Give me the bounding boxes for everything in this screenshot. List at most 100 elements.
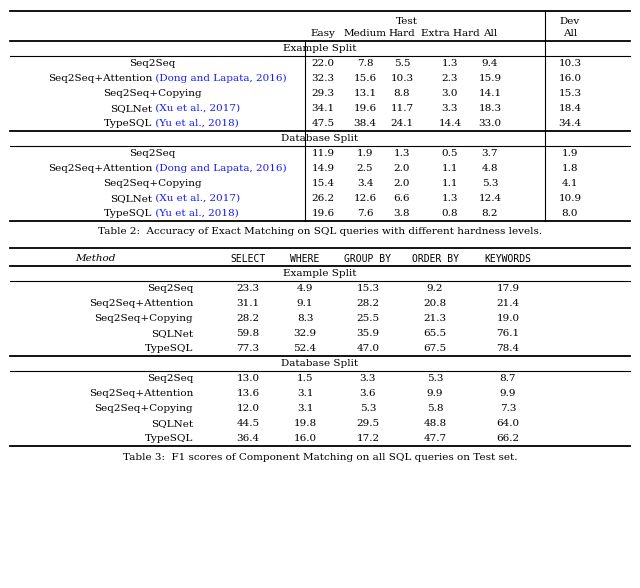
Text: 32.3: 32.3 bbox=[312, 74, 335, 83]
Text: 12.0: 12.0 bbox=[236, 404, 260, 413]
Text: 35.9: 35.9 bbox=[356, 329, 380, 338]
Text: Seq2Seq: Seq2Seq bbox=[129, 59, 176, 68]
Text: WHERE: WHERE bbox=[291, 253, 320, 263]
Text: Dev: Dev bbox=[560, 16, 580, 25]
Text: 15.4: 15.4 bbox=[312, 179, 335, 188]
Text: 1.8: 1.8 bbox=[562, 164, 579, 173]
Text: 3.1: 3.1 bbox=[297, 404, 313, 413]
Text: 3.6: 3.6 bbox=[360, 389, 376, 398]
Text: Example Split: Example Split bbox=[284, 44, 356, 53]
Text: 15.6: 15.6 bbox=[353, 74, 376, 83]
Text: 52.4: 52.4 bbox=[293, 344, 317, 353]
Text: Database Split: Database Split bbox=[282, 359, 358, 368]
Text: 14.1: 14.1 bbox=[479, 89, 502, 98]
Text: Database Split: Database Split bbox=[282, 134, 358, 143]
Text: 77.3: 77.3 bbox=[236, 344, 260, 353]
Text: 65.5: 65.5 bbox=[424, 329, 447, 338]
Text: 0.8: 0.8 bbox=[442, 209, 458, 218]
Text: Seq2Seq+Attention: Seq2Seq+Attention bbox=[48, 74, 152, 83]
Text: 8.0: 8.0 bbox=[562, 209, 579, 218]
Text: 24.1: 24.1 bbox=[390, 119, 413, 128]
Text: 11.7: 11.7 bbox=[390, 104, 413, 113]
Text: Extra Hard: Extra Hard bbox=[420, 28, 479, 38]
Text: 4.1: 4.1 bbox=[562, 179, 579, 188]
Text: 14.4: 14.4 bbox=[438, 119, 461, 128]
Text: 6.6: 6.6 bbox=[394, 194, 410, 203]
Text: 1.3: 1.3 bbox=[442, 194, 458, 203]
Text: 8.7: 8.7 bbox=[500, 374, 516, 383]
Text: 28.2: 28.2 bbox=[236, 314, 260, 323]
Text: (Dong and Lapata, 2016): (Dong and Lapata, 2016) bbox=[152, 164, 287, 173]
Text: 3.4: 3.4 bbox=[356, 179, 373, 188]
Text: 66.2: 66.2 bbox=[497, 434, 520, 443]
Text: 26.2: 26.2 bbox=[312, 194, 335, 203]
Text: 3.3: 3.3 bbox=[360, 374, 376, 383]
Text: TypeSQL: TypeSQL bbox=[104, 209, 152, 218]
Text: KEYWORDS: KEYWORDS bbox=[484, 253, 531, 263]
Text: 12.6: 12.6 bbox=[353, 194, 376, 203]
Text: Seq2Seq: Seq2Seq bbox=[147, 284, 193, 293]
Text: 23.3: 23.3 bbox=[236, 284, 260, 293]
Text: 4.9: 4.9 bbox=[297, 284, 313, 293]
Text: 22.0: 22.0 bbox=[312, 59, 335, 68]
Text: 44.5: 44.5 bbox=[236, 419, 260, 428]
Text: 47.7: 47.7 bbox=[424, 434, 447, 443]
Text: 1.5: 1.5 bbox=[297, 374, 313, 383]
Text: SQLNet: SQLNet bbox=[110, 194, 152, 203]
Text: (Yu et al., 2018): (Yu et al., 2018) bbox=[152, 119, 239, 128]
Text: 25.5: 25.5 bbox=[356, 314, 380, 323]
Text: 3.7: 3.7 bbox=[482, 149, 499, 158]
Text: 21.4: 21.4 bbox=[497, 299, 520, 308]
Text: 18.4: 18.4 bbox=[559, 104, 582, 113]
Text: 1.9: 1.9 bbox=[562, 149, 579, 158]
Text: 9.9: 9.9 bbox=[427, 389, 444, 398]
Text: 59.8: 59.8 bbox=[236, 329, 260, 338]
Text: 34.4: 34.4 bbox=[559, 119, 582, 128]
Text: Seq2Seq+Copying: Seq2Seq+Copying bbox=[103, 179, 202, 188]
Text: 9.4: 9.4 bbox=[482, 59, 499, 68]
Text: 32.9: 32.9 bbox=[293, 329, 317, 338]
Text: 19.6: 19.6 bbox=[312, 209, 335, 218]
Text: Seq2Seq+Copying: Seq2Seq+Copying bbox=[103, 89, 202, 98]
Text: 17.2: 17.2 bbox=[356, 434, 380, 443]
Text: 64.0: 64.0 bbox=[497, 419, 520, 428]
Text: TypeSQL: TypeSQL bbox=[145, 434, 193, 443]
Text: 14.9: 14.9 bbox=[312, 164, 335, 173]
Text: 3.1: 3.1 bbox=[297, 389, 313, 398]
Text: 19.8: 19.8 bbox=[293, 419, 317, 428]
Text: 7.3: 7.3 bbox=[500, 404, 516, 413]
Text: Seq2Seq+Copying: Seq2Seq+Copying bbox=[94, 314, 193, 323]
Text: Hard: Hard bbox=[388, 28, 415, 38]
Text: 3.0: 3.0 bbox=[442, 89, 458, 98]
Text: 13.0: 13.0 bbox=[236, 374, 260, 383]
Text: 3.3: 3.3 bbox=[442, 104, 458, 113]
Text: 8.8: 8.8 bbox=[394, 89, 410, 98]
Text: 15.9: 15.9 bbox=[479, 74, 502, 83]
Text: 19.0: 19.0 bbox=[497, 314, 520, 323]
Text: GROUP BY: GROUP BY bbox=[344, 253, 392, 263]
Text: 13.1: 13.1 bbox=[353, 89, 376, 98]
Text: Medium: Medium bbox=[344, 28, 387, 38]
Text: 1.3: 1.3 bbox=[394, 149, 410, 158]
Text: (Xu et al., 2017): (Xu et al., 2017) bbox=[152, 104, 241, 113]
Text: 67.5: 67.5 bbox=[424, 344, 447, 353]
Text: 21.3: 21.3 bbox=[424, 314, 447, 323]
Text: Test: Test bbox=[396, 16, 417, 25]
Text: 31.1: 31.1 bbox=[236, 299, 260, 308]
Text: 5.5: 5.5 bbox=[394, 59, 410, 68]
Text: 47.5: 47.5 bbox=[312, 119, 335, 128]
Text: 1.3: 1.3 bbox=[442, 59, 458, 68]
Text: 1.1: 1.1 bbox=[442, 164, 458, 173]
Text: 20.8: 20.8 bbox=[424, 299, 447, 308]
Text: 13.6: 13.6 bbox=[236, 389, 260, 398]
Text: Seq2Seq+Attention: Seq2Seq+Attention bbox=[88, 389, 193, 398]
Text: 18.3: 18.3 bbox=[479, 104, 502, 113]
Text: ORDER BY: ORDER BY bbox=[412, 253, 458, 263]
Text: 10.3: 10.3 bbox=[559, 59, 582, 68]
Text: Seq2Seq: Seq2Seq bbox=[129, 149, 176, 158]
Text: TypeSQL: TypeSQL bbox=[104, 119, 152, 128]
Text: 2.0: 2.0 bbox=[394, 179, 410, 188]
Text: 1.1: 1.1 bbox=[442, 179, 458, 188]
Text: 1.9: 1.9 bbox=[356, 149, 373, 158]
Text: (Dong and Lapata, 2016): (Dong and Lapata, 2016) bbox=[152, 74, 287, 83]
